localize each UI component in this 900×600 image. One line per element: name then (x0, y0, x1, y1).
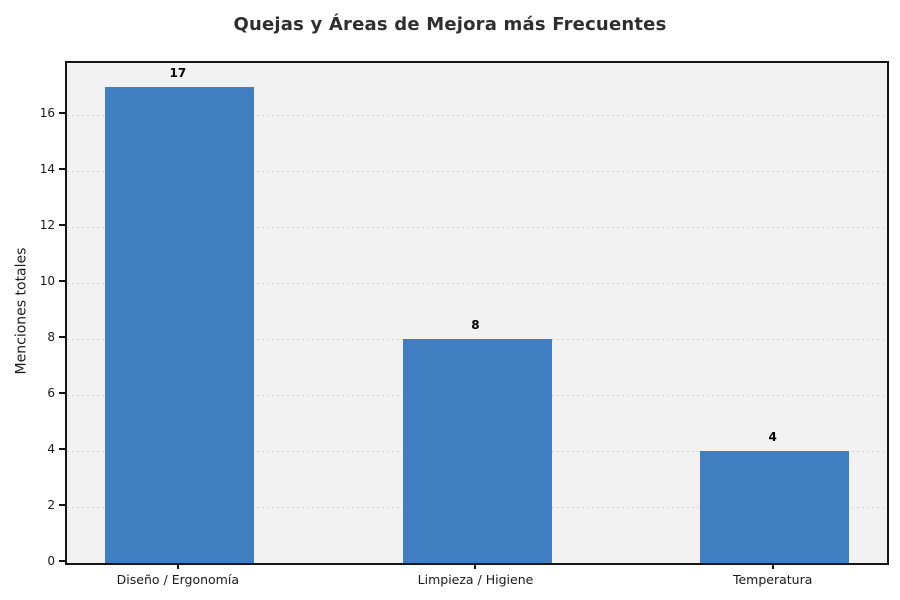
x-tick-mark (771, 563, 774, 569)
y-tick-label: 10 (39, 273, 55, 288)
bar-value-label: 8 (471, 317, 480, 332)
y-tick-mark (59, 223, 65, 226)
y-axis-label: Menciones totales (13, 247, 29, 375)
x-tick-label: Limpieza / Higiene (417, 572, 534, 587)
y-tick-label: 0 (47, 554, 55, 568)
y-tick-label: 12 (39, 217, 55, 232)
y-tick-mark (59, 560, 65, 562)
y-tick-mark (59, 279, 65, 282)
y-tick-label: 2 (47, 497, 55, 512)
y-tick-mark (59, 391, 65, 394)
y-tick-label: 16 (39, 105, 55, 120)
gridline (67, 226, 887, 228)
y-tick-label: 4 (47, 441, 55, 456)
chart-title: Quejas y Áreas de Mejora más Frecuentes (233, 14, 667, 35)
y-tick-mark (59, 111, 65, 114)
gridline (67, 170, 887, 172)
gridline (67, 114, 887, 116)
x-tick-label: Temperatura (732, 572, 813, 587)
bar-value-label: 4 (768, 429, 777, 444)
gridline (67, 282, 887, 284)
bar (403, 338, 552, 563)
bar (105, 86, 255, 563)
y-tick-mark (59, 503, 65, 506)
y-tick-label: 6 (47, 385, 55, 400)
x-tick-mark (474, 563, 477, 569)
plot-area (65, 61, 889, 565)
x-tick-label: Diseño / Ergonomía (116, 572, 239, 587)
y-tick-label: 14 (39, 161, 55, 176)
bar-value-label: 17 (169, 65, 187, 80)
bar (700, 450, 850, 563)
y-axis-label-wrap: Menciones totales (10, 61, 32, 561)
x-tick-mark (176, 563, 179, 569)
y-tick-label: 8 (47, 329, 55, 344)
y-tick-mark (59, 447, 65, 450)
y-tick-mark (59, 335, 65, 338)
y-tick-mark (59, 167, 65, 170)
